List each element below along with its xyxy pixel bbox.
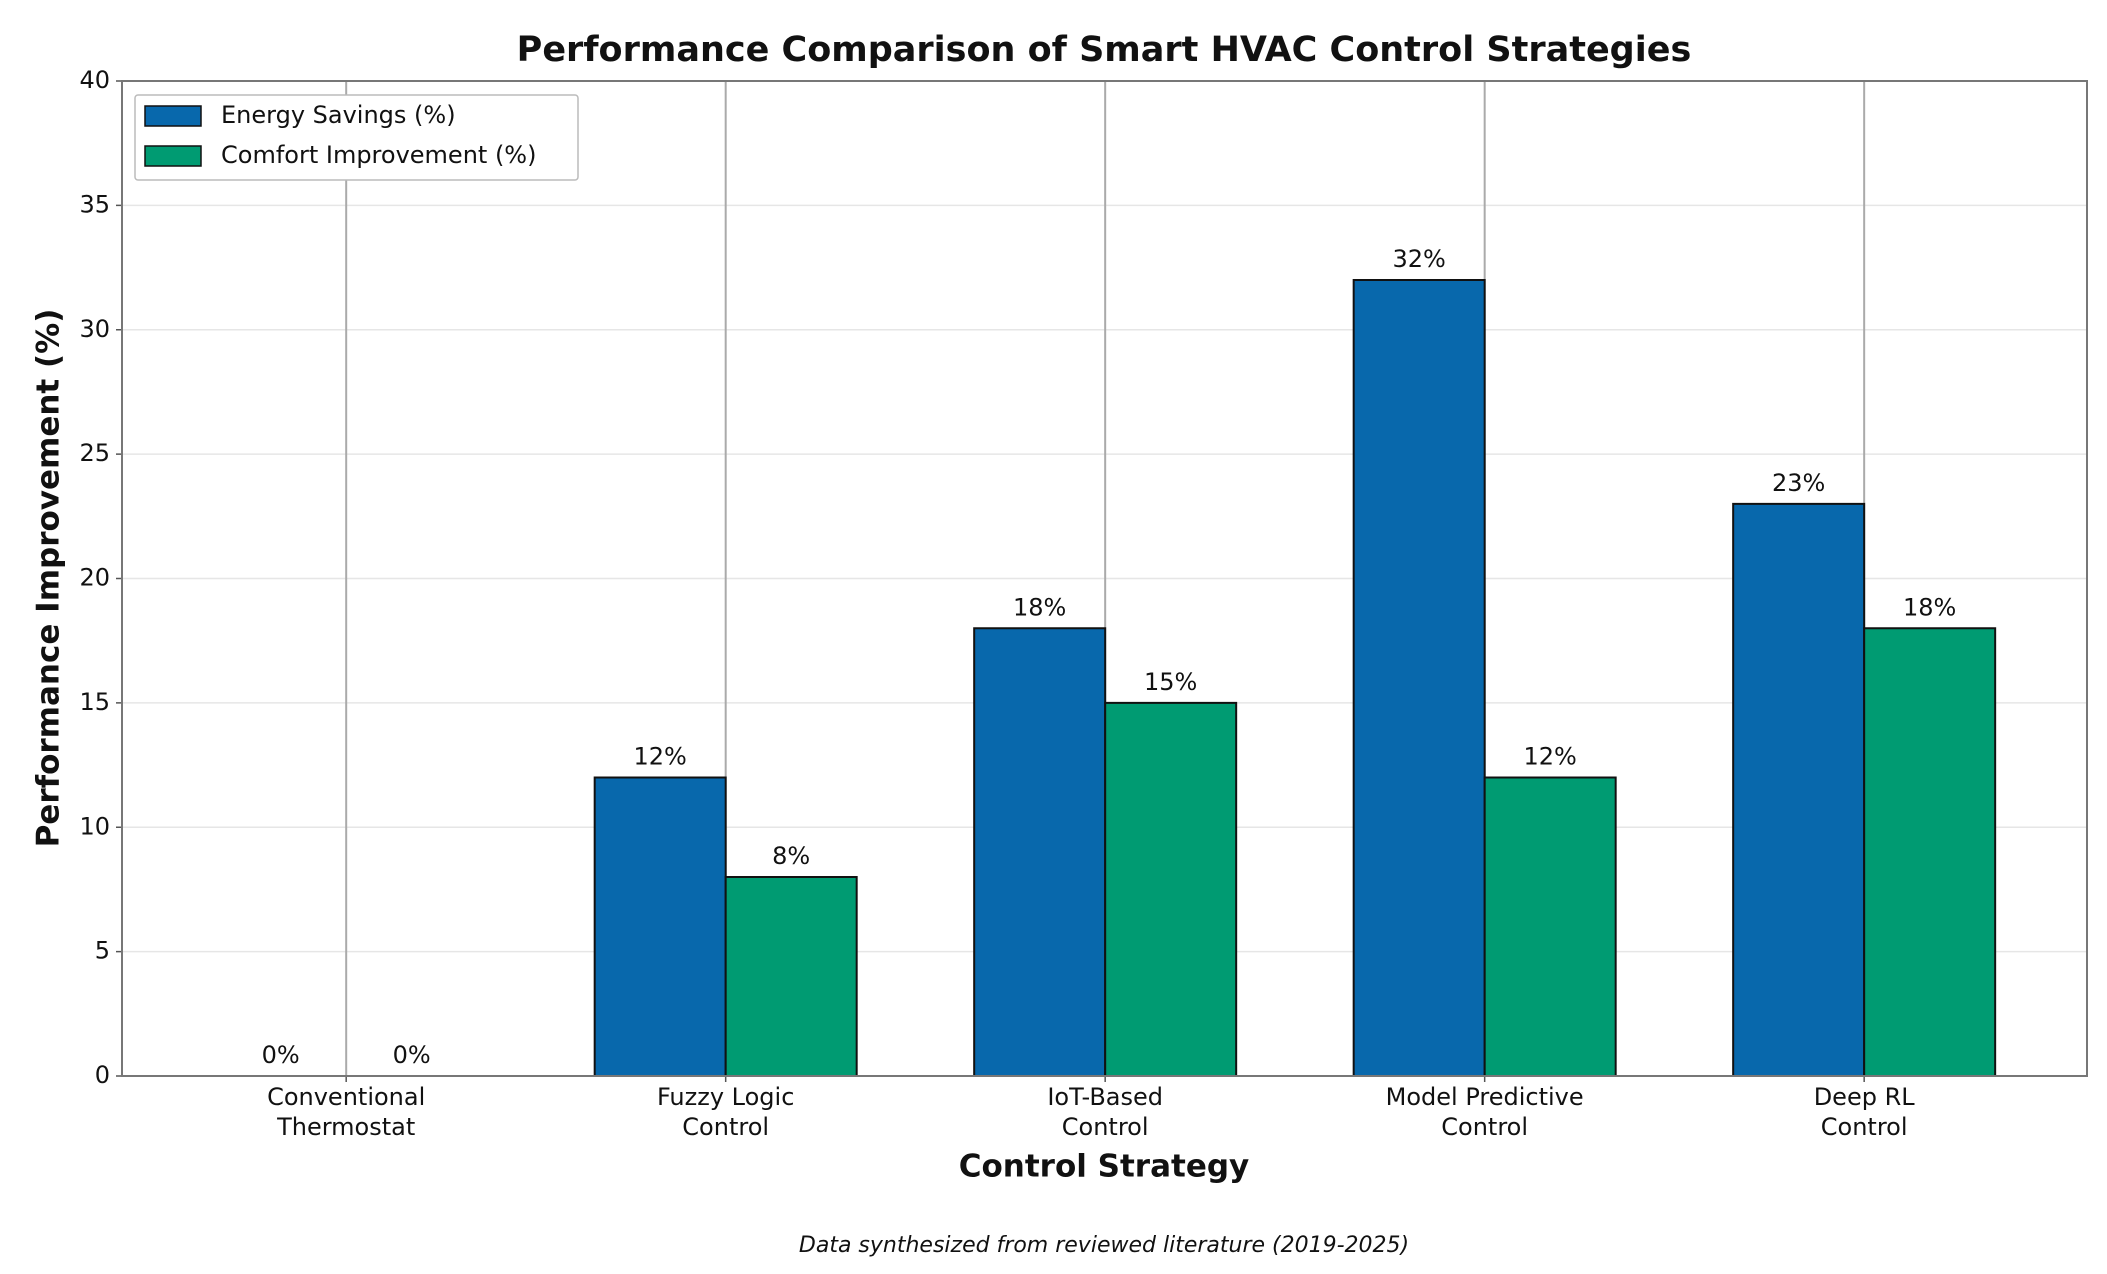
y-tick-label: 0	[95, 1061, 110, 1089]
x-tick-label: Model Predictive Control	[1386, 1083, 1584, 1141]
y-tick-label: 10	[79, 812, 110, 840]
bar	[1863, 627, 1997, 1077]
legend-label: Comfort Improvement (%)	[221, 141, 536, 169]
y-tick-label: 30	[79, 315, 110, 343]
chart-title: Performance Comparison of Smart HVAC Con…	[517, 30, 1692, 70]
footnote: Data synthesized from reviewed literatur…	[799, 1233, 1409, 1258]
y-axis-label: Performance Improvement (%)	[31, 309, 67, 848]
bar	[1732, 502, 1866, 1077]
x-tick-label-line: Control	[1821, 1113, 1908, 1141]
bar	[1352, 279, 1486, 1077]
legend-swatch	[144, 105, 202, 127]
x-tick-label-line: Control	[682, 1113, 769, 1141]
plot-frame	[121, 80, 2088, 1077]
bar	[1104, 701, 1238, 1077]
value-label: 12%	[1523, 743, 1576, 771]
y-tick-label: 25	[79, 439, 110, 467]
value-label: 18%	[1013, 593, 1066, 621]
x-tick-label-line: Control	[1441, 1113, 1528, 1141]
x-tick-label: IoT-Based Control	[1047, 1083, 1163, 1141]
bar	[973, 627, 1107, 1077]
value-label: 23%	[1772, 469, 1825, 497]
value-label: 0%	[393, 1041, 431, 1069]
x-tick-label: Conventional Thermostat	[267, 1083, 425, 1141]
legend-label: Energy Savings (%)	[221, 101, 456, 129]
value-label: 18%	[1903, 593, 1956, 621]
x-tick-label-line: Control	[1062, 1113, 1149, 1141]
y-tick-label: 20	[79, 564, 110, 592]
bar	[724, 876, 858, 1077]
y-tick-label: 15	[79, 688, 110, 716]
y-tick-label: 35	[79, 190, 110, 218]
x-tick-label-line: Conventional	[267, 1083, 425, 1111]
x-tick-label-line: Deep RL	[1814, 1083, 1916, 1111]
x-tick-label-line: Fuzzy Logic	[657, 1083, 794, 1111]
legend-swatch	[144, 145, 202, 167]
value-label: 32%	[1392, 245, 1445, 273]
x-tick-label-line: Thermostat	[276, 1113, 415, 1141]
bar	[593, 776, 727, 1077]
value-label: 0%	[262, 1041, 300, 1069]
value-label: 8%	[772, 842, 810, 870]
bar	[1483, 776, 1617, 1077]
legend-box	[134, 94, 579, 181]
x-tick-label-line: Model Predictive	[1386, 1083, 1584, 1111]
x-tick-label: Deep RL Control	[1814, 1083, 1916, 1141]
x-tick-label-line: IoT-Based	[1047, 1083, 1163, 1111]
value-label: 12%	[634, 743, 687, 771]
y-tick-label: 5	[95, 937, 110, 965]
x-tick-label: Fuzzy Logic Control	[657, 1083, 794, 1141]
x-axis-label: Control Strategy	[959, 1149, 1250, 1185]
value-label: 15%	[1144, 668, 1197, 696]
y-tick-label: 40	[79, 66, 110, 94]
